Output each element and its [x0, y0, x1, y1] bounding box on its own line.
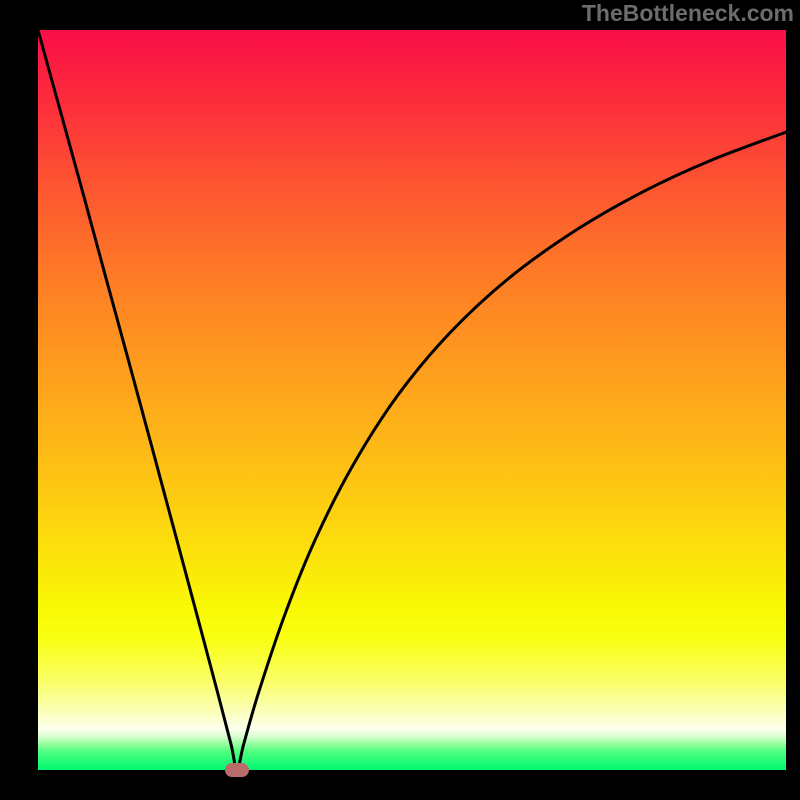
chart-gradient-background [38, 30, 786, 770]
minimum-marker [225, 763, 249, 777]
bottleneck-chart [0, 0, 800, 800]
watermark-text: TheBottleneck.com [582, 0, 794, 27]
